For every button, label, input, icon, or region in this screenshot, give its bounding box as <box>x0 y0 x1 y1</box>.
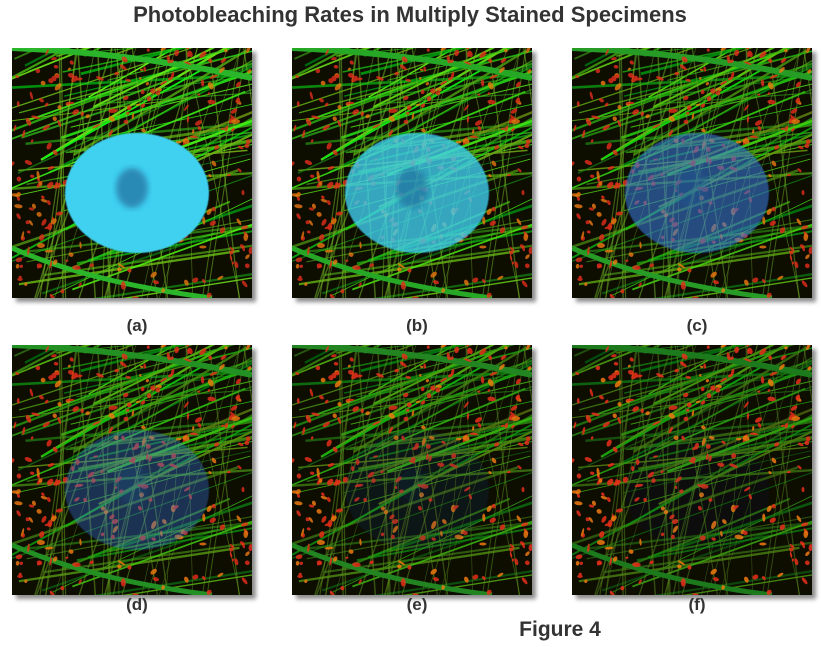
figure-title: Photobleaching Rates in Multiply Stained… <box>133 2 687 27</box>
nucleolus <box>676 465 708 505</box>
panel-label: (b) <box>406 316 428 335</box>
micrograph <box>553 0 821 308</box>
nucleolus <box>396 168 428 208</box>
panel-label: (e) <box>407 595 428 614</box>
page: Photobleaching Rates in Multiply Stained… <box>0 0 821 647</box>
panel-label: (f) <box>689 595 706 614</box>
figure: Photobleaching Rates in Multiply Stained… <box>0 0 821 647</box>
panel-label: (c) <box>687 316 708 335</box>
micrograph-panel <box>553 0 821 308</box>
nucleolus <box>116 465 148 505</box>
nucleolus <box>116 168 148 208</box>
panel-label: (a) <box>127 316 148 335</box>
nucleolus <box>396 465 428 505</box>
panel-label: (d) <box>126 595 148 614</box>
figure-caption: Figure 4 <box>519 618 601 641</box>
nucleolus <box>676 168 708 208</box>
